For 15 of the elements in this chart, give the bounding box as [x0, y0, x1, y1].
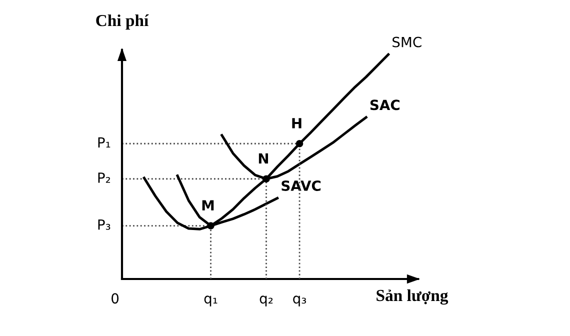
annotation: N [258, 153, 268, 164]
series-label: SAVC [282, 180, 321, 191]
x-tick-label: q₃ [293, 296, 306, 306]
text: 0 [112, 293, 119, 304]
x-axis-title: Sản lượng [376, 289, 448, 305]
x-tick-label: q₂ [260, 296, 273, 306]
ref-line-label: P₃ [98, 220, 110, 230]
x-tick-label: q₁ [204, 296, 218, 306]
ref-line-label: P₁ [98, 137, 110, 148]
annotation: M [202, 200, 214, 210]
series-label: SAC [370, 100, 400, 110]
ref-line-label: P₂ [98, 172, 110, 183]
annotation: H [292, 118, 302, 128]
series-label: SMC [392, 36, 422, 48]
y-axis-title: Chi phí [96, 14, 149, 30]
